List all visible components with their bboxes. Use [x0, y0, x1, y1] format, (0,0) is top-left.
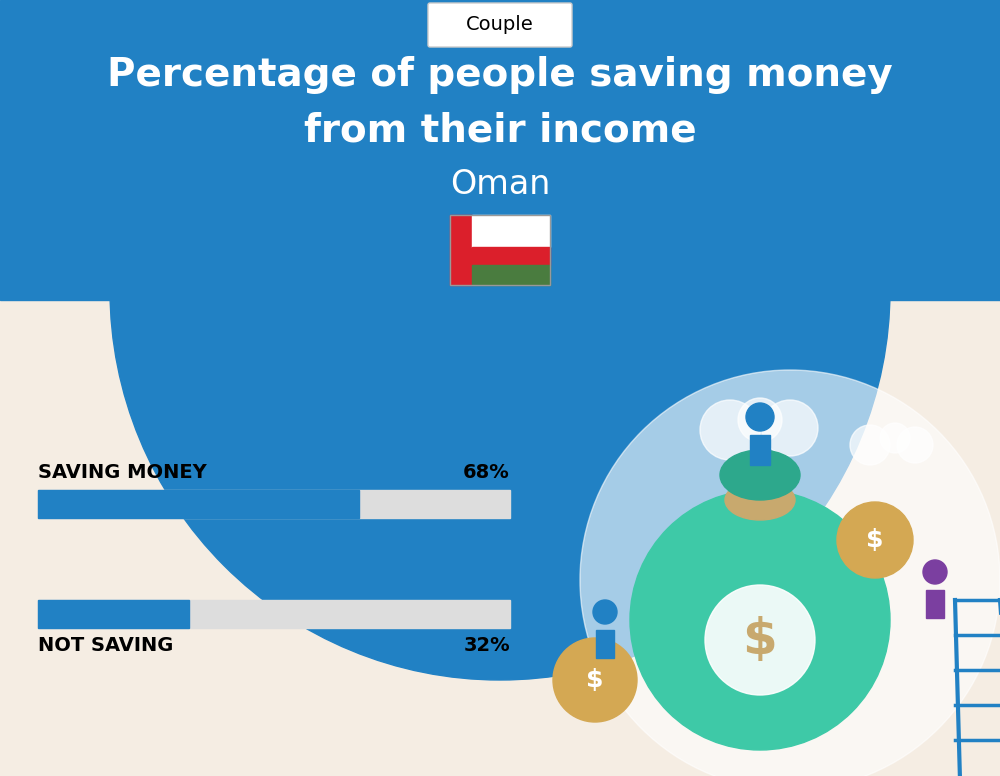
Circle shape: [738, 398, 782, 442]
Circle shape: [705, 585, 815, 695]
Circle shape: [553, 638, 637, 722]
Text: 68%: 68%: [463, 463, 510, 482]
Circle shape: [850, 425, 890, 465]
Circle shape: [837, 502, 913, 578]
Text: 32%: 32%: [463, 636, 510, 655]
Text: Couple: Couple: [466, 16, 534, 34]
Ellipse shape: [720, 450, 800, 500]
Circle shape: [630, 490, 890, 750]
Bar: [450, 215, 472, 285]
Bar: [38, 490, 359, 518]
Text: Oman: Oman: [450, 168, 550, 202]
Bar: [38, 490, 510, 518]
Circle shape: [923, 560, 947, 584]
Circle shape: [746, 403, 774, 431]
Bar: [472, 215, 550, 247]
FancyBboxPatch shape: [428, 3, 572, 47]
Circle shape: [593, 600, 617, 624]
Bar: [450, 215, 550, 285]
Text: $: $: [586, 668, 604, 692]
Bar: [38, 600, 189, 628]
Circle shape: [762, 400, 818, 456]
Circle shape: [700, 400, 760, 460]
Bar: [0, 0, 1000, 300]
Bar: [472, 247, 550, 265]
Circle shape: [880, 423, 910, 453]
Bar: [596, 630, 614, 658]
Bar: [38, 600, 510, 628]
Text: $: $: [866, 528, 884, 552]
Bar: [750, 435, 770, 465]
Text: $: $: [743, 616, 777, 664]
Ellipse shape: [725, 480, 795, 520]
Text: Percentage of people saving money: Percentage of people saving money: [107, 56, 893, 94]
Text: NOT SAVING: NOT SAVING: [38, 636, 173, 655]
Text: from their income: from their income: [304, 111, 696, 149]
Circle shape: [110, 0, 890, 680]
Bar: [472, 265, 550, 285]
Circle shape: [897, 427, 933, 463]
Circle shape: [580, 370, 1000, 776]
Text: SAVING MONEY: SAVING MONEY: [38, 463, 207, 482]
Bar: [926, 590, 944, 618]
